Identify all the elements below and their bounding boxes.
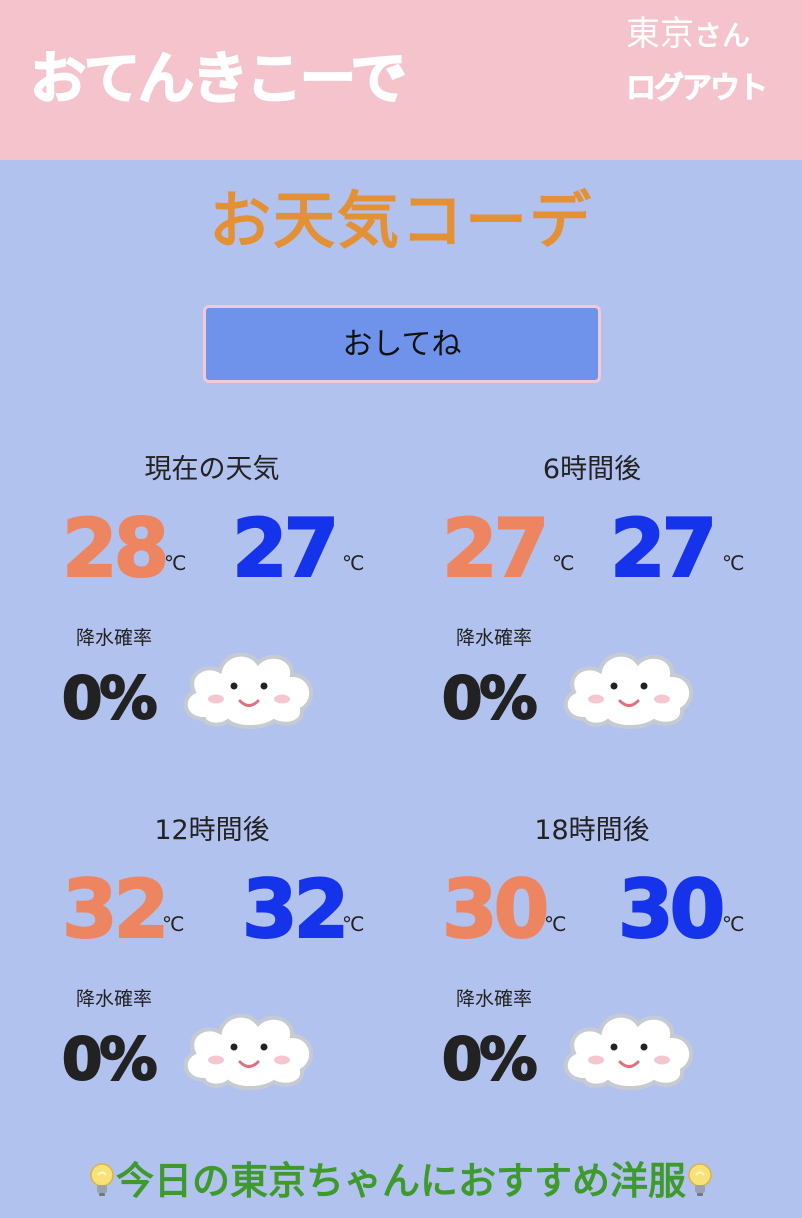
forecast-card-current: 現在の天気 28 ℃ 27 ℃ 降水確率 0% (61, 447, 442, 767)
rain-probability-value: 0% (441, 1025, 539, 1093)
user-name-label: 東京 (626, 14, 694, 54)
low-temp: 32 (241, 863, 350, 956)
rain-probability-value: 0% (61, 664, 159, 732)
rain-probability-label: 降水確率 (456, 988, 533, 1010)
temp-unit: ℃ (722, 551, 745, 575)
smiling-cloud-icon (563, 652, 694, 729)
rain-probability-label: 降水確率 (76, 627, 153, 649)
temp-unit: ℃ (722, 912, 745, 936)
rain-probability-label: 降水確率 (456, 627, 533, 649)
forecast-title: 6時間後 (542, 454, 642, 485)
temp-unit: ℃ (162, 912, 185, 936)
recommendation-heading: 今日の東京ちゃんにおすすめ洋服 (0, 1150, 802, 1205)
forecast-card-6h: 6時間後 27 ℃ 27 ℃ 降水確率 0% (441, 447, 802, 767)
smiling-cloud-icon (563, 1013, 694, 1090)
user-area: 東京さん ログアウト (626, 14, 796, 107)
user-name: 東京さん (626, 14, 796, 54)
forecast-card-12h: 12時間後 32 ℃ 32 ℃ 降水確率 0% (61, 808, 442, 1128)
temp-unit: ℃ (342, 912, 365, 936)
lightbulb-icon (90, 1163, 114, 1196)
low-temp: 27 (231, 502, 340, 595)
rain-probability-value: 0% (441, 664, 539, 732)
page-title: お天気コーデ (208, 184, 593, 257)
smiling-cloud-icon (183, 652, 314, 729)
user-name-suffix: さん (694, 19, 751, 52)
logout-link[interactable]: ログアウト (626, 71, 769, 107)
forecast-title: 現在の天気 (144, 454, 280, 485)
high-temp: 32 (61, 863, 170, 956)
forecast-title: 12時間後 (154, 815, 270, 846)
temp-unit: ℃ (552, 551, 575, 575)
rain-probability-value: 0% (61, 1025, 159, 1093)
forecast-card-18h: 18時間後 30 ℃ 30 ℃ 降水確率 0% (441, 808, 802, 1128)
high-temp: 27 (441, 502, 550, 595)
app-logo[interactable]: おてんきこーで (29, 47, 408, 112)
temp-unit: ℃ (342, 551, 365, 575)
rain-probability-label: 降水確率 (76, 988, 153, 1010)
recommendation-text: 今日の東京ちゃんにおすすめ洋服 (115, 1159, 686, 1203)
lightbulb-icon (688, 1163, 712, 1196)
low-temp: 30 (617, 863, 726, 956)
smiling-cloud-icon (183, 1013, 314, 1090)
temp-unit: ℃ (164, 551, 187, 575)
ask-button[interactable]: おしてね (203, 305, 601, 383)
high-temp: 28 (61, 502, 170, 595)
low-temp: 27 (609, 502, 718, 595)
temp-unit: ℃ (544, 912, 567, 936)
header-bar: おてんきこーで 東京さん ログアウト (0, 0, 802, 160)
high-temp: 30 (441, 863, 550, 956)
forecast-title: 18時間後 (534, 815, 650, 846)
